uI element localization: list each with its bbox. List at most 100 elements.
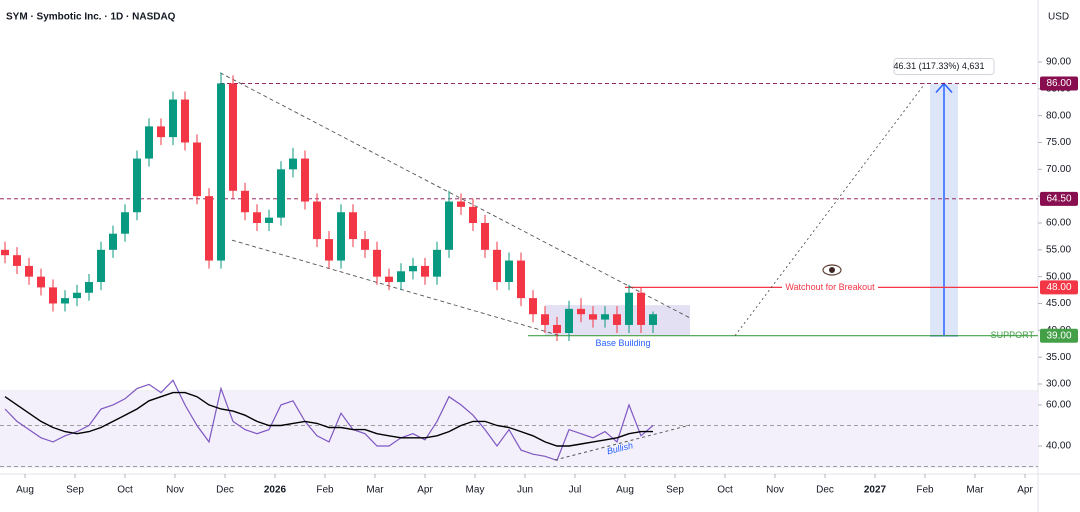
- x-tick-label: Aug: [616, 485, 634, 496]
- candle-body: [61, 298, 69, 304]
- y-tick-label: 55.00: [1046, 244, 1071, 255]
- candle-body: [349, 212, 357, 240]
- x-tick-label: Sep: [666, 485, 684, 496]
- candle-body: [397, 271, 405, 283]
- rsi-y-tick-label: 60.00: [1046, 400, 1071, 411]
- x-tick-label: Sep: [66, 485, 84, 496]
- level-tag-label: 86.00: [1046, 78, 1071, 89]
- candle-body: [313, 201, 321, 240]
- candle-body: [433, 249, 441, 277]
- candle-body: [529, 298, 537, 315]
- candle-body: [25, 265, 33, 277]
- breakout-label-bg: [782, 281, 878, 294]
- rsi-ma-line: [4, 391, 653, 447]
- x-tick-label: Mar: [966, 485, 984, 496]
- x-tick-label: Jun: [517, 485, 533, 496]
- level-tag-label: 64.50: [1046, 193, 1071, 204]
- candle-body: [469, 206, 477, 223]
- candle-body: [361, 239, 369, 250]
- x-tick-label: 2026: [264, 485, 287, 496]
- x-tick-label: Nov: [766, 485, 784, 496]
- candle-body: [325, 239, 333, 261]
- y-tick-label: 50.00: [1046, 271, 1071, 282]
- x-tick-label: Aug: [16, 485, 34, 496]
- level-tag-label: 48.00: [1046, 282, 1071, 293]
- level-tag-label: 39.00: [1046, 330, 1071, 341]
- x-tick-label: Nov: [166, 485, 184, 496]
- level-tag: [1040, 328, 1078, 343]
- candle-body: [265, 217, 273, 223]
- candle-body: [181, 99, 189, 143]
- candle-body: [37, 276, 45, 288]
- candle-body: [301, 158, 309, 202]
- rsi-trendline: [554, 424, 691, 461]
- candle-body: [193, 142, 201, 197]
- x-tick-label: 2027: [864, 485, 887, 496]
- x-tick-label: Feb: [916, 485, 934, 496]
- candle-body: [481, 222, 489, 250]
- level-tag: [1040, 191, 1078, 206]
- support-label: SUPPORT: [991, 330, 1035, 340]
- rsi-background: [0, 392, 1038, 468]
- candle-body: [589, 314, 597, 320]
- rsi-line: [4, 379, 654, 462]
- candle-body: [625, 292, 633, 325]
- measure-label: 46.31 (117.33%) 4,631: [894, 61, 985, 71]
- trendline: [231, 239, 561, 337]
- candle-body: [565, 308, 573, 334]
- candle-body: [229, 83, 237, 191]
- measure-label-box: [893, 57, 995, 75]
- y-tick-label: 30.00: [1046, 379, 1071, 390]
- candle-body: [13, 255, 21, 266]
- y-tick-label: 70.00: [1046, 164, 1071, 175]
- candle-body: [337, 212, 345, 261]
- trendline: [219, 72, 691, 319]
- candle-body: [601, 314, 609, 320]
- candle-body: [493, 249, 501, 283]
- x-tick-label: Apr: [1017, 485, 1033, 496]
- candle-body: [169, 99, 177, 138]
- candle-body: [649, 314, 657, 325]
- x-tick-label: Oct: [117, 485, 133, 496]
- candle-body: [205, 196, 213, 261]
- candle-body: [73, 292, 81, 299]
- level-tag: [1040, 280, 1078, 295]
- candle-body: [217, 83, 225, 261]
- y-tick-label: 80.00: [1046, 110, 1071, 121]
- candle-body: [157, 126, 165, 138]
- y-tick-label: 60.00: [1046, 218, 1071, 229]
- candle-body: [133, 158, 141, 213]
- candle-body: [457, 201, 465, 207]
- candle-body: [373, 249, 381, 277]
- y-tick-label: 35.00: [1046, 352, 1071, 363]
- x-tick-label: Dec: [216, 485, 234, 496]
- candle-body: [121, 212, 129, 234]
- candle-body: [277, 169, 285, 218]
- x-tick-label: May: [466, 485, 485, 496]
- candle-body: [637, 292, 645, 325]
- y-tick-label: 45.00: [1046, 298, 1071, 309]
- candle-body: [145, 126, 153, 159]
- candle-body: [385, 276, 393, 283]
- candle-body: [541, 314, 549, 325]
- y-tick-label: 75.00: [1046, 137, 1071, 148]
- x-tick-label: Mar: [366, 485, 384, 496]
- eye-pupil: [829, 267, 835, 273]
- candle-body: [517, 260, 525, 299]
- level-tag: [1040, 76, 1078, 91]
- x-tick-label: Apr: [417, 485, 433, 496]
- candle-body: [505, 260, 513, 283]
- candle-body: [241, 190, 249, 213]
- candle-body: [109, 233, 117, 250]
- candle-body: [0, 249, 9, 256]
- x-tick-label: Dec: [816, 485, 834, 496]
- candle-body: [613, 314, 621, 325]
- currency: USD: [1048, 12, 1069, 23]
- eye-icon: [822, 264, 842, 276]
- chart-title: SYM · Symbotic Inc. · 1D · NASDAQ: [6, 12, 176, 23]
- candle-body: [553, 324, 561, 334]
- candle-body: [49, 287, 57, 304]
- candle-body: [409, 265, 417, 272]
- breakout-label: Watchout for Breakout: [785, 282, 875, 292]
